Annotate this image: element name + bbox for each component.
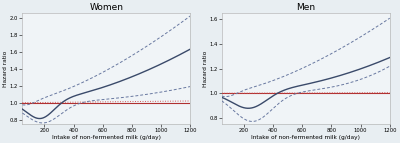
X-axis label: Intake of non-fermented milk (g/day): Intake of non-fermented milk (g/day) [251, 135, 360, 140]
Y-axis label: Hazard ratio: Hazard ratio [4, 50, 8, 87]
Title: Women: Women [90, 3, 124, 12]
Title: Men: Men [296, 3, 315, 12]
Y-axis label: Hazard ratio: Hazard ratio [203, 50, 208, 87]
X-axis label: Intake of non-fermented milk (g/day): Intake of non-fermented milk (g/day) [52, 135, 161, 140]
